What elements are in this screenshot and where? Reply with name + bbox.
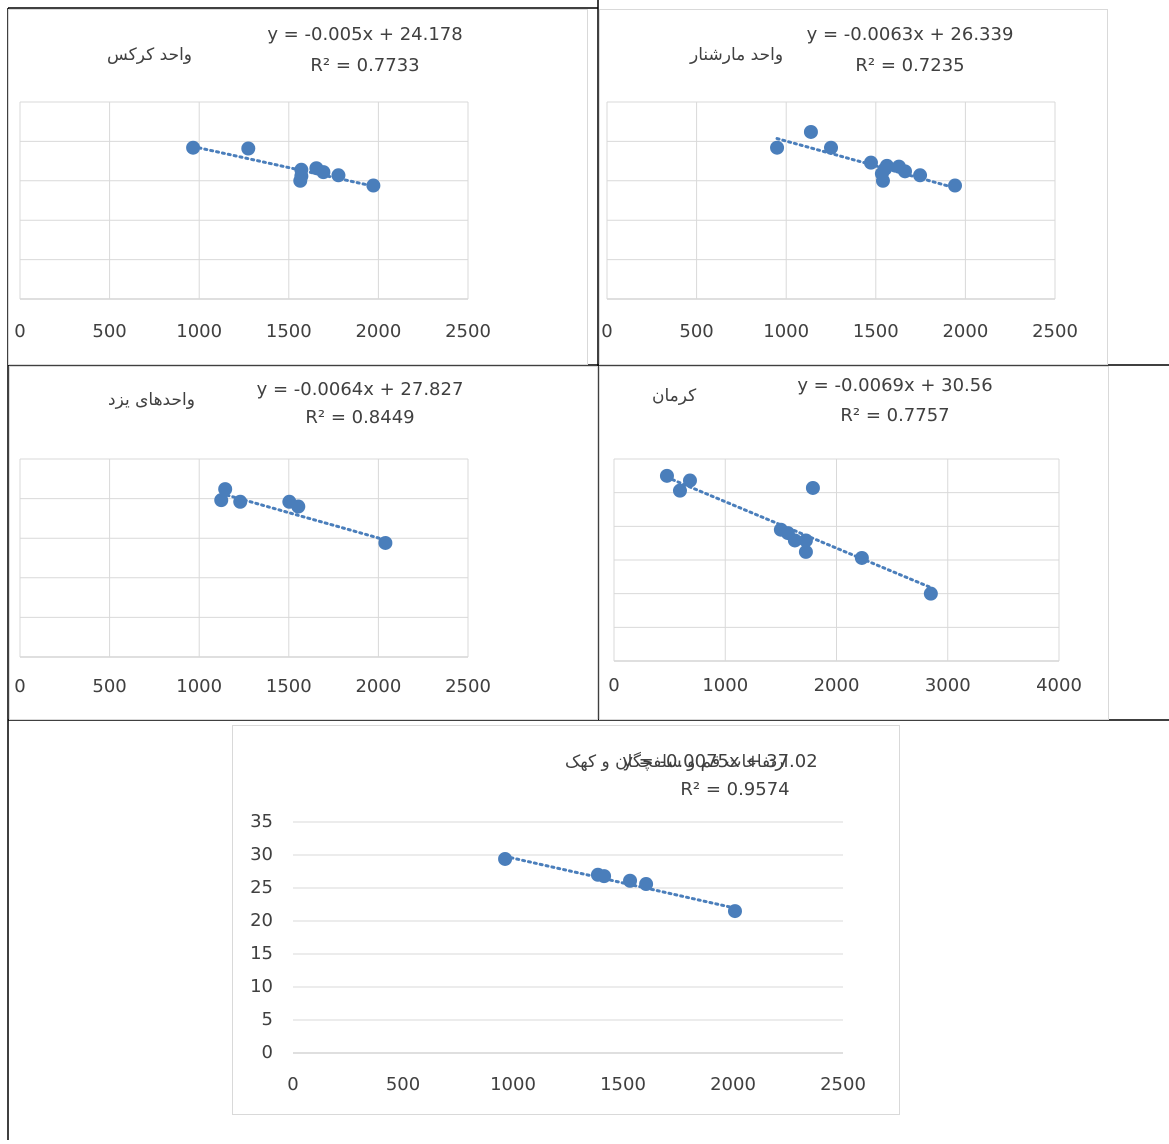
data-point [331,168,345,182]
trendline [667,477,931,587]
chart-title: واحدهای یزد [108,390,195,410]
x-tick-label: 2500 [820,1074,866,1095]
y-tick-label: 10 [250,976,273,997]
data-point [293,174,307,188]
trendline-equation: y = -0.0063x + 26.339 [807,24,1014,45]
x-tick-label: 2500 [1032,321,1078,342]
data-point [948,179,962,193]
data-point [913,168,927,182]
x-tick-label: 1000 [763,321,809,342]
chart: 0 500 1000 1500 2000 2500 y = -0.005x + 24.178… [9,10,588,365]
x-tick-label: 1500 [853,321,899,342]
trendline-r2: R² = 0.9574 [680,779,789,800]
x-tick-label: 0 [14,676,25,697]
chart: 0 1000 2000 3000 4000 y = -0.0069x + 30.56 R² … [600,367,1109,720]
data-point [316,165,330,179]
data-point [898,164,912,178]
trendline-equation: y = -0.0069x + 30.56 [797,375,992,396]
data-point [498,852,512,866]
trendline-r2: R² = 0.8449 [305,407,414,428]
trendline-r2: R² = 0.7757 [840,405,949,426]
data-point [728,904,742,918]
data-point [806,481,820,495]
x-tick-label: 4000 [1036,675,1082,696]
chart-frame [10,367,598,720]
trendline-equation: y = -0.0064x + 27.827 [257,379,464,400]
data-point [770,141,784,155]
x-tick-label: 0 [608,675,619,696]
data-point [241,141,255,155]
chart: 0 500 1000 1500 2000 2500 y = -0.0064x + 27.82… [10,367,598,720]
data-point [291,500,305,514]
y-tick-label: 0 [262,1042,273,1063]
x-tick-label: 2000 [942,321,988,342]
data-point [639,877,653,891]
x-tick-label: 500 [386,1074,420,1095]
chart-title: واحد مارشنار [689,45,783,65]
data-point [233,495,247,509]
x-tick-label: 2000 [814,675,860,696]
trendline [193,147,373,187]
data-point [186,141,200,155]
x-tick-label: 1500 [600,1074,646,1095]
chart-frame [233,726,900,1115]
data-point [623,874,637,888]
x-tick-label: 500 [679,321,713,342]
data-point [683,474,697,488]
table-borders [8,0,1169,1140]
x-tick-label: 2500 [445,321,491,342]
x-tick-label: 500 [92,676,126,697]
data-point [924,587,938,601]
data-point [673,484,687,498]
data-point [660,469,674,483]
trendline-equation: y = -0.005x + 24.178 [267,24,462,45]
y-tick-label: 5 [262,1009,273,1030]
data-point [804,125,818,139]
x-tick-label: 2000 [710,1074,756,1095]
x-tick-label: 1000 [176,676,222,697]
x-tick-label: 1500 [266,676,312,697]
x-tick-label: 1000 [702,675,748,696]
data-point [855,551,869,565]
y-tick-label: 20 [250,910,273,931]
x-tick-label: 2500 [445,676,491,697]
trendline-r2: R² = 0.7733 [310,55,419,76]
data-point [378,536,392,550]
chart-title: کرمان [652,386,697,406]
x-tick-label: 0 [14,321,25,342]
page: 05001000150020002500y = -0.005x + 24.178… [0,0,1169,1140]
chart: 0 500 1000 1500 2000 2500 y = -0.0063x + 26.33… [600,10,1108,365]
x-tick-label: 1500 [266,321,312,342]
trendline [505,856,735,908]
x-tick-label: 0 [287,1074,298,1095]
chart-title: واحد کرکس [107,45,192,65]
data-point [597,869,611,883]
x-tick-label: 3000 [925,675,971,696]
trendline-r2: R² = 0.7235 [855,55,964,76]
data-point [366,179,380,193]
data-point [218,482,232,496]
data-point [799,545,813,559]
x-tick-label: 0 [601,321,612,342]
data-point [876,174,890,188]
data-point [824,141,838,155]
x-tick-label: 1000 [490,1074,536,1095]
y-tick-label: 35 [250,811,273,832]
x-tick-label: 2000 [355,676,401,697]
x-tick-label: 1000 [176,321,222,342]
chart-title: ارتفاعات قم و سلفچگان و کهک [565,751,788,772]
x-tick-label: 500 [92,321,126,342]
y-tick-label: 30 [250,844,273,865]
y-tick-label: 15 [250,943,273,964]
y-tick-label: 25 [250,877,273,898]
chart-frame [600,10,1108,365]
x-tick-label: 2000 [355,321,401,342]
data-point [864,156,878,170]
